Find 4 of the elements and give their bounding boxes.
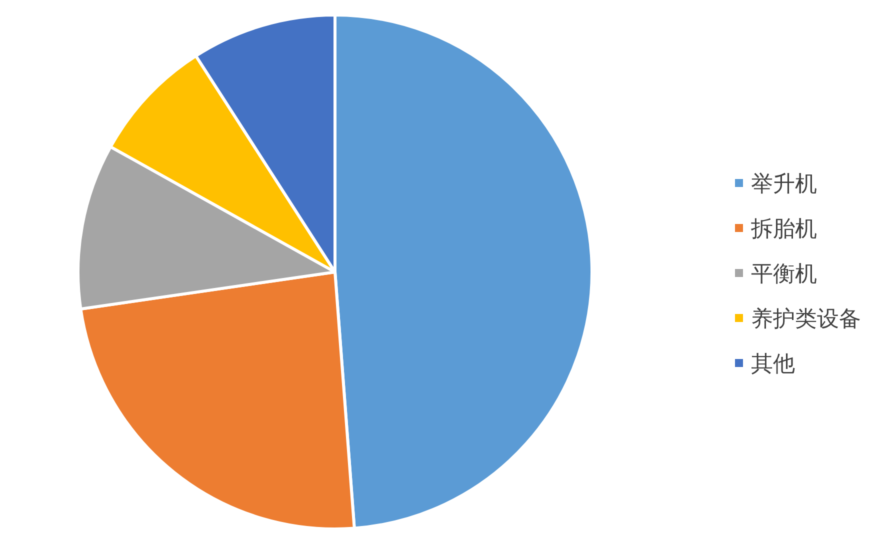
legend-label: 平衡机 (751, 262, 817, 287)
legend-label: 举升机 (751, 172, 817, 197)
legend-label: 其他 (751, 352, 795, 377)
legend-label: 拆胎机 (750, 217, 817, 242)
